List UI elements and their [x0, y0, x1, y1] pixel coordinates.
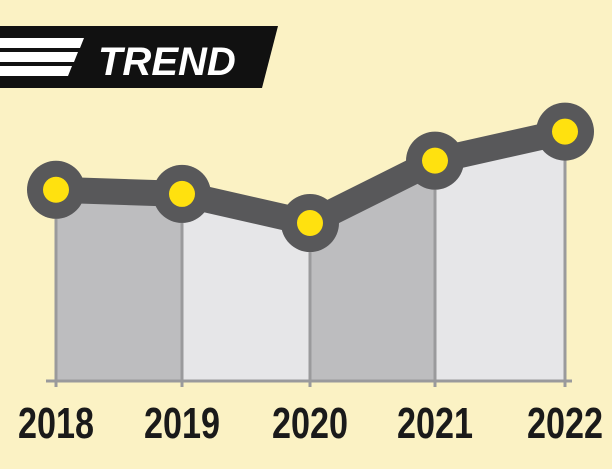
x-tick-label-2018: 2018: [18, 399, 94, 448]
area-fills: [56, 131, 565, 381]
title-banner: TREND: [0, 26, 278, 88]
data-point-2019: [169, 180, 195, 207]
x-tick-label-2022: 2022: [527, 399, 603, 448]
x-tick-label-2021: 2021: [397, 399, 473, 448]
data-point-2022: [552, 118, 578, 145]
chart-title: TREND: [98, 40, 236, 84]
speed-lines-icon: [0, 38, 84, 76]
data-point-2021: [422, 147, 448, 174]
x-tick-label-2019: 2019: [144, 399, 220, 448]
area-segment-2021-2022: [435, 131, 565, 381]
x-tick-labels: 2018 2019 2020 2021 2022: [18, 399, 603, 448]
data-point-markers: [27, 102, 594, 253]
area-segment-2019-2020: [182, 193, 310, 381]
data-point-2020: [297, 210, 323, 237]
area-segment-2018-2019: [56, 189, 182, 381]
x-tick-label-2020: 2020: [272, 399, 348, 448]
data-point-2018: [43, 176, 69, 203]
